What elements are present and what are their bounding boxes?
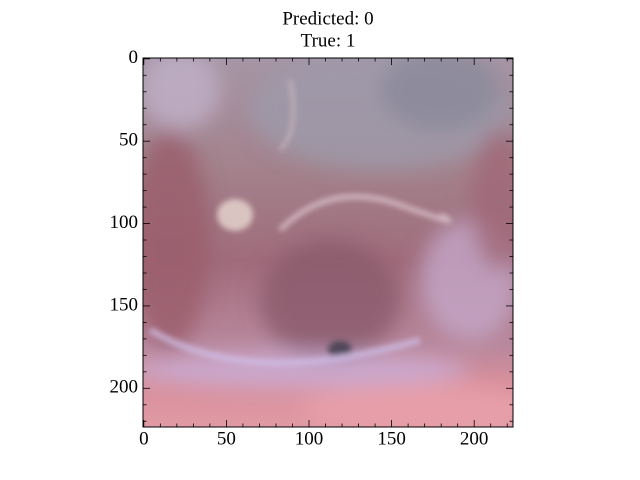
chart-title: True: 1 <box>301 30 356 51</box>
x-tick-label: 100 <box>295 428 324 449</box>
y-tick-label: 150 <box>110 294 139 315</box>
x-tick-label: 150 <box>377 428 406 449</box>
image <box>143 58 513 427</box>
y-tick-label: 0 <box>129 47 139 68</box>
x-tick-label: 0 <box>139 428 149 449</box>
axes-frame <box>142 57 514 428</box>
y-tick-label: 100 <box>110 212 139 233</box>
y-tick-label: 50 <box>119 130 138 151</box>
chart-title: Predicted: 0 <box>282 8 373 29</box>
x-tick-label: 200 <box>460 428 489 449</box>
y-tick-label: 200 <box>110 377 139 398</box>
x-tick-label: 50 <box>217 428 236 449</box>
